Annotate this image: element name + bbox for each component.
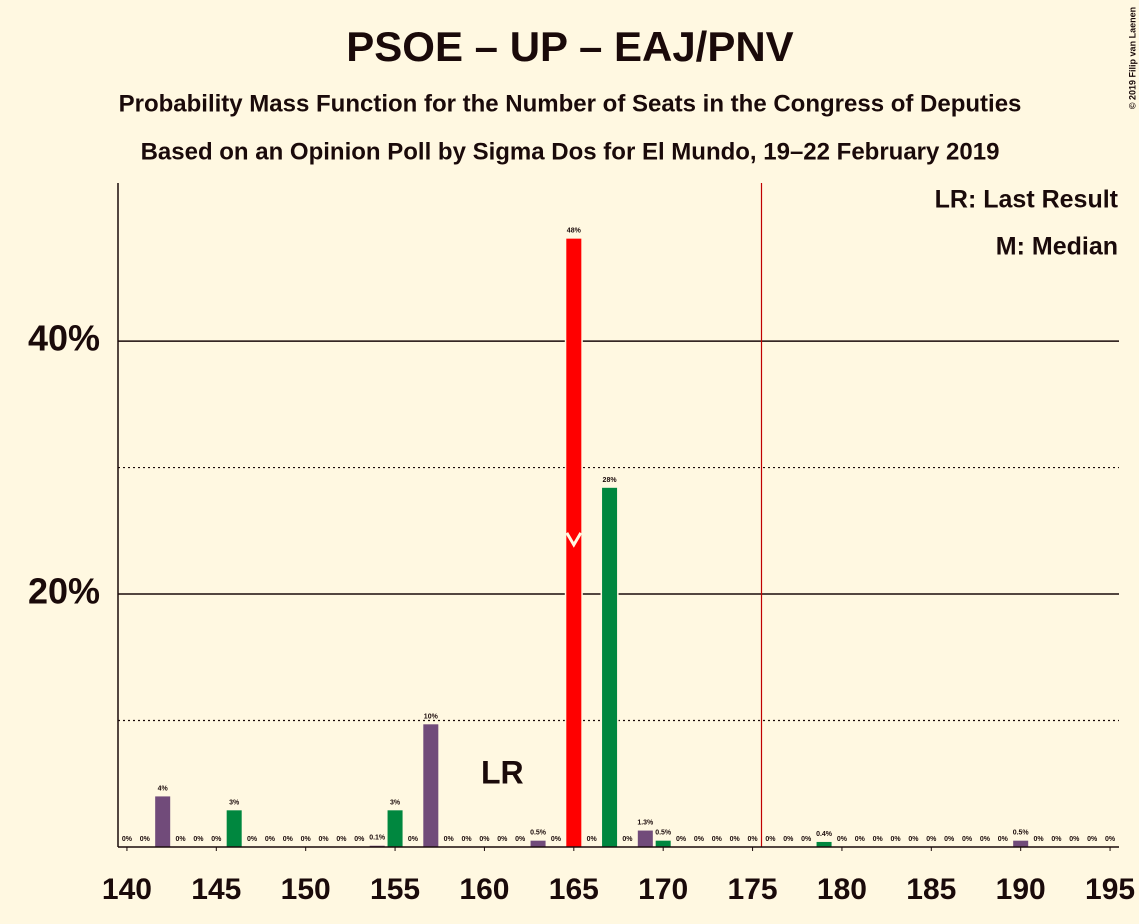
median-marker bbox=[565, 532, 583, 548]
bar bbox=[600, 486, 619, 849]
value-label: 0% bbox=[998, 836, 1009, 843]
value-label: 4% bbox=[158, 785, 169, 792]
value-label: 0% bbox=[837, 836, 848, 843]
y-tick-label: 20% bbox=[28, 571, 100, 612]
x-tick-label: 185 bbox=[906, 873, 956, 906]
x-tick-label: 155 bbox=[370, 873, 420, 906]
x-tick-label: 175 bbox=[728, 873, 778, 906]
value-label: 0% bbox=[354, 836, 365, 843]
value-label: 0.4% bbox=[816, 831, 833, 838]
value-label: 0% bbox=[855, 836, 866, 843]
value-label: 0% bbox=[891, 836, 902, 843]
value-label: 0% bbox=[479, 836, 490, 843]
value-label: 0% bbox=[301, 836, 312, 843]
value-label: 0% bbox=[140, 836, 151, 843]
x-tick-label: 180 bbox=[817, 873, 867, 906]
value-label: 3% bbox=[390, 799, 401, 806]
legend-entry: LR: Last Result bbox=[935, 186, 1119, 214]
value-label: 0% bbox=[444, 836, 455, 843]
value-label: 0% bbox=[748, 836, 759, 843]
value-label: 0.5% bbox=[655, 830, 672, 837]
legend-entry: M: Median bbox=[996, 233, 1118, 261]
value-label: 48% bbox=[567, 228, 582, 235]
value-label: 0% bbox=[193, 836, 204, 843]
value-label: 0% bbox=[1105, 836, 1116, 843]
value-label: 0% bbox=[1069, 836, 1080, 843]
copyright: © 2019 Filip van Laenen bbox=[1127, 7, 1137, 109]
value-label: 0% bbox=[176, 836, 187, 843]
y-tick-label: 40% bbox=[28, 318, 100, 359]
value-label: 0% bbox=[765, 836, 776, 843]
chart-subtitle: Probability Mass Function for the Number… bbox=[119, 90, 1022, 117]
value-label: 0% bbox=[712, 836, 723, 843]
bar bbox=[529, 839, 548, 849]
value-label: 0% bbox=[783, 836, 794, 843]
value-label: 0% bbox=[1034, 836, 1045, 843]
chart-subtitle: Based on an Opinion Poll by Sigma Dos fo… bbox=[141, 138, 1000, 165]
value-label: 1.3% bbox=[637, 820, 654, 827]
value-label: 0% bbox=[622, 836, 633, 843]
value-label: 0% bbox=[944, 836, 955, 843]
value-label: 0% bbox=[1087, 836, 1098, 843]
x-tick-label: 160 bbox=[459, 873, 509, 906]
value-label: 0% bbox=[497, 836, 508, 843]
value-label: 0% bbox=[247, 836, 258, 843]
value-label: 10% bbox=[424, 713, 439, 720]
x-tick-label: 190 bbox=[996, 873, 1046, 906]
value-label: 0% bbox=[336, 836, 347, 843]
value-label: 0% bbox=[122, 836, 133, 843]
bar bbox=[153, 794, 172, 849]
value-label: 0% bbox=[1051, 836, 1062, 843]
bar bbox=[421, 722, 440, 849]
value-label: 0% bbox=[730, 836, 741, 843]
bar bbox=[654, 839, 673, 849]
value-label: 0% bbox=[908, 836, 919, 843]
value-label: 28% bbox=[603, 477, 618, 484]
bar bbox=[815, 840, 834, 849]
bar bbox=[636, 829, 655, 849]
value-label: 0% bbox=[980, 836, 991, 843]
bar bbox=[225, 808, 244, 849]
bar bbox=[1011, 839, 1030, 849]
last-result-label: LR bbox=[481, 754, 524, 790]
x-tick-label: 195 bbox=[1085, 873, 1135, 906]
bar bbox=[386, 808, 405, 849]
value-label: 0% bbox=[283, 836, 294, 843]
value-label: 0% bbox=[265, 836, 276, 843]
x-tick-label: 150 bbox=[281, 873, 331, 906]
value-label: 0.5% bbox=[530, 830, 547, 837]
value-label: 0.5% bbox=[1013, 830, 1030, 837]
x-tick-label: 140 bbox=[102, 873, 152, 906]
value-label: 0% bbox=[801, 836, 812, 843]
value-label: 0% bbox=[587, 836, 598, 843]
value-label: 0% bbox=[926, 836, 937, 843]
value-label: 0.1% bbox=[369, 835, 386, 842]
value-label: 0% bbox=[694, 836, 705, 843]
value-label: 0% bbox=[319, 836, 330, 843]
value-label: 0% bbox=[873, 836, 884, 843]
value-label: 0% bbox=[676, 836, 687, 843]
value-label: 0% bbox=[211, 836, 222, 843]
value-label: 0% bbox=[962, 836, 973, 843]
value-label: 0% bbox=[462, 836, 473, 843]
value-label: 0% bbox=[515, 836, 526, 843]
x-tick-label: 145 bbox=[191, 873, 241, 906]
value-label: 3% bbox=[229, 799, 240, 806]
x-tick-label: 165 bbox=[549, 873, 599, 906]
value-label: 0% bbox=[408, 836, 419, 843]
x-tick-label: 170 bbox=[638, 873, 688, 906]
chart-title: PSOE – UP – EAJ/PNV bbox=[346, 23, 793, 70]
value-label: 0% bbox=[551, 836, 562, 843]
